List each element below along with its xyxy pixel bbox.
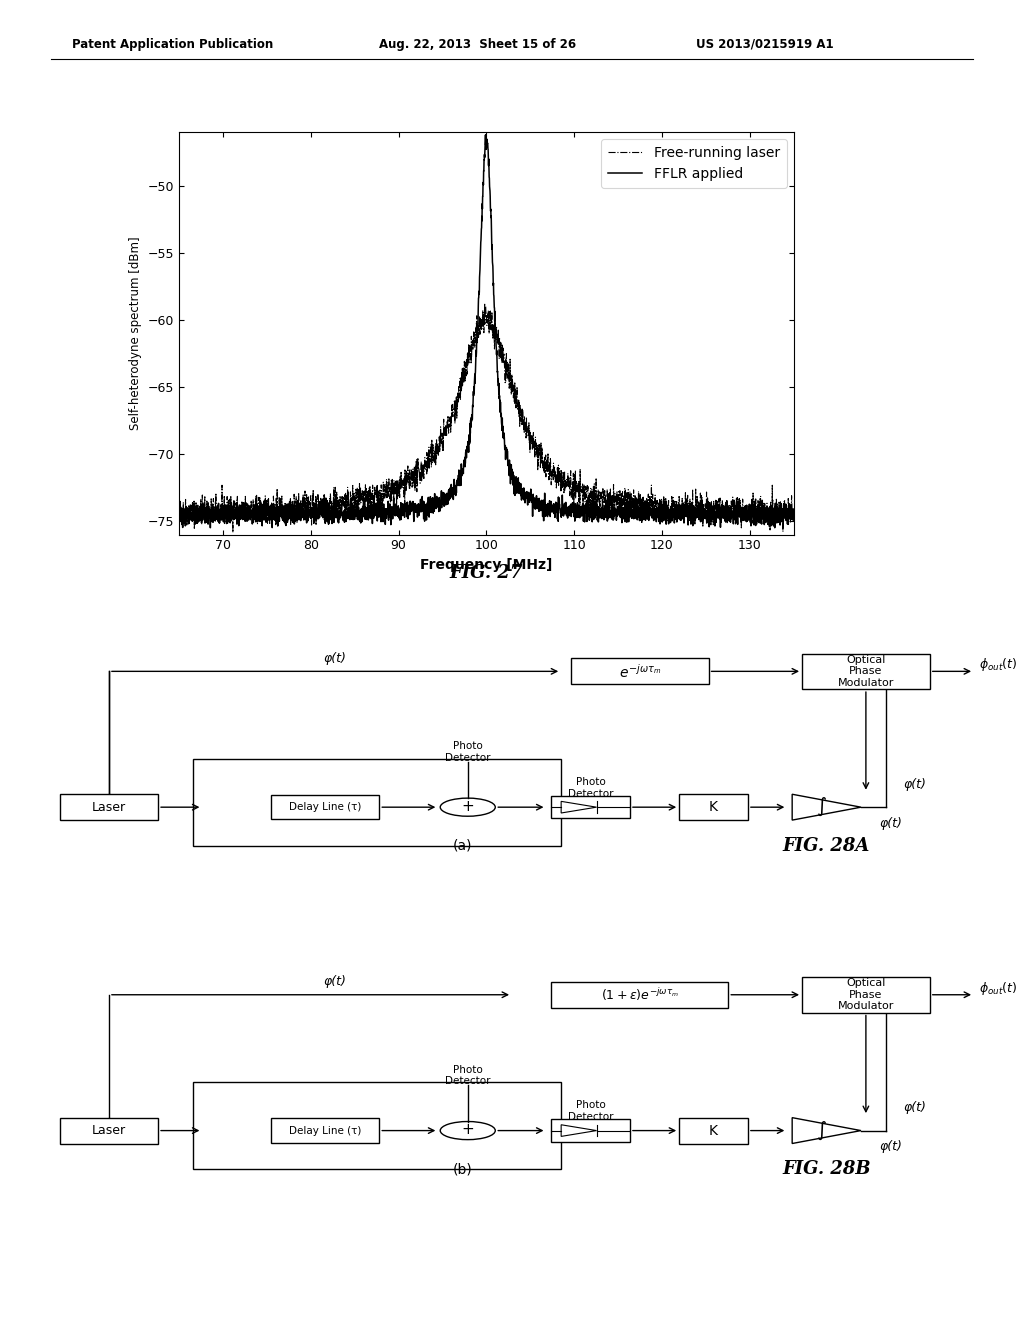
Text: φ(t): φ(t) bbox=[879, 1140, 902, 1154]
Free-running laser bbox=[173, 500, 185, 516]
FFLR applied bbox=[244, 500, 256, 516]
Bar bbox=[802, 977, 930, 1012]
Free-running laser bbox=[776, 499, 788, 515]
Text: (a): (a) bbox=[453, 840, 473, 853]
Free-running laser bbox=[435, 433, 447, 449]
Free-running laser bbox=[710, 492, 722, 508]
Text: $(1+\varepsilon)e^{-j\omega\tau_m}$: $(1+\varepsilon)e^{-j\omega\tau_m}$ bbox=[601, 986, 679, 1003]
Free-running laser bbox=[226, 524, 239, 540]
Bar bbox=[271, 795, 379, 820]
Bar bbox=[59, 1118, 158, 1143]
Text: Patent Application Publication: Patent Application Publication bbox=[72, 37, 273, 50]
Text: +: + bbox=[462, 799, 474, 813]
FFLR applied bbox=[776, 506, 788, 521]
X-axis label: Frequency [MHz]: Frequency [MHz] bbox=[420, 558, 553, 572]
Free-running laser bbox=[409, 483, 421, 499]
Free-running laser bbox=[478, 296, 490, 312]
Text: Laser: Laser bbox=[92, 1125, 126, 1137]
Text: Photo
Detector: Photo Detector bbox=[568, 1101, 613, 1122]
Text: Photo
Detector: Photo Detector bbox=[445, 742, 490, 763]
FFLR applied bbox=[710, 507, 722, 523]
Text: FIG. 27: FIG. 27 bbox=[450, 564, 523, 582]
Bar bbox=[193, 759, 561, 846]
Text: Photo
Detector: Photo Detector bbox=[445, 1065, 490, 1086]
Text: $\int$: $\int$ bbox=[816, 796, 827, 818]
Legend: Free-running laser, FFLR applied: Free-running laser, FFLR applied bbox=[601, 139, 786, 187]
Text: φ(t): φ(t) bbox=[324, 652, 346, 665]
Text: φ(t): φ(t) bbox=[903, 777, 927, 791]
Text: Photo
Detector: Photo Detector bbox=[568, 777, 613, 799]
Text: FIG. 28B: FIG. 28B bbox=[782, 1160, 870, 1179]
Text: Delay Line (τ): Delay Line (τ) bbox=[289, 803, 361, 812]
Bar bbox=[679, 1118, 748, 1143]
Bar bbox=[571, 659, 709, 684]
Text: Delay Line (τ): Delay Line (τ) bbox=[289, 1126, 361, 1135]
Text: +: + bbox=[462, 1122, 474, 1137]
Free-running laser bbox=[787, 506, 800, 521]
FFLR applied bbox=[479, 127, 492, 143]
Text: (b): (b) bbox=[453, 1163, 473, 1176]
Text: Optical
Phase
Modulator: Optical Phase Modulator bbox=[838, 978, 894, 1011]
FFLR applied bbox=[409, 495, 421, 511]
Text: Laser: Laser bbox=[92, 801, 126, 813]
FFLR applied bbox=[435, 500, 447, 516]
Text: K: K bbox=[709, 1123, 718, 1138]
FFLR applied bbox=[787, 512, 800, 528]
FFLR applied bbox=[204, 520, 216, 536]
FFLR applied bbox=[280, 517, 292, 533]
Text: φ(t): φ(t) bbox=[324, 975, 346, 989]
Text: K: K bbox=[709, 800, 718, 814]
Line: Free-running laser: Free-running laser bbox=[179, 304, 794, 532]
Bar bbox=[551, 1119, 630, 1142]
Text: Aug. 22, 2013  Sheet 15 of 26: Aug. 22, 2013 Sheet 15 of 26 bbox=[379, 37, 577, 50]
Text: $e^{-j\omega\tau_m}$: $e^{-j\omega\tau_m}$ bbox=[618, 663, 660, 680]
Text: φ(t): φ(t) bbox=[903, 1101, 927, 1114]
FFLR applied bbox=[173, 515, 185, 531]
Bar bbox=[679, 795, 748, 820]
Text: Optical
Phase
Modulator: Optical Phase Modulator bbox=[838, 655, 894, 688]
Bar bbox=[551, 982, 728, 1007]
Bar bbox=[271, 1118, 379, 1143]
Line: FFLR applied: FFLR applied bbox=[179, 135, 794, 528]
Text: FIG. 28A: FIG. 28A bbox=[783, 837, 870, 855]
Text: US 2013/0215919 A1: US 2013/0215919 A1 bbox=[696, 37, 834, 50]
Bar bbox=[802, 653, 930, 689]
Text: $\int$: $\int$ bbox=[816, 1119, 827, 1142]
Text: φ(t): φ(t) bbox=[879, 817, 902, 830]
Text: $\phi_{out}(t)$: $\phi_{out}(t)$ bbox=[979, 979, 1018, 997]
Bar bbox=[59, 795, 158, 820]
Y-axis label: Self-heterodyne spectrum [dBm]: Self-heterodyne spectrum [dBm] bbox=[129, 236, 142, 430]
Free-running laser bbox=[280, 498, 292, 513]
Text: $\phi_{out}(t)$: $\phi_{out}(t)$ bbox=[979, 656, 1018, 673]
Free-running laser bbox=[244, 506, 256, 521]
Bar bbox=[193, 1082, 561, 1170]
Bar bbox=[551, 796, 630, 818]
